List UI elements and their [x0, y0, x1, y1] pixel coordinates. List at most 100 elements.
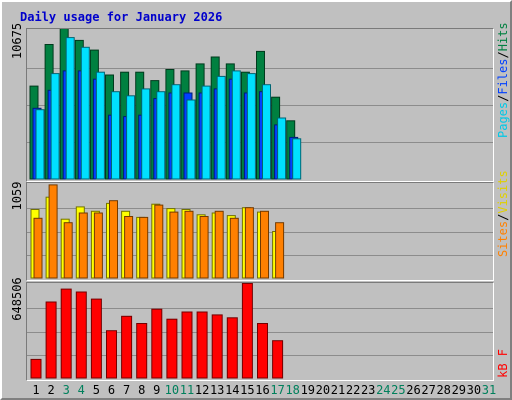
chart-title: Daily usage for January 2026 [20, 10, 223, 24]
kbytes-bar-day-7 [121, 315, 133, 379]
x-tick-label-day-13: 13 [209, 383, 225, 397]
x-tick-label-day-1: 1 [32, 383, 40, 397]
legend-pages-files-hits: Pages/Files/Hits [496, 22, 510, 138]
legend-visits: Visits [496, 170, 510, 214]
kbytes-bar-day-11 [181, 311, 193, 379]
x-tick-label-day-16: 16 [255, 383, 270, 397]
x-tick-label-day-5: 5 [92, 383, 100, 397]
legend-sep-1: / [496, 94, 510, 102]
kbytes-bar-day-16 [257, 323, 268, 379]
sites-bar-day-2 [48, 184, 58, 279]
kbytes-bar-day-5 [90, 298, 102, 379]
kbytes-bar-day-12 [196, 311, 208, 379]
x-tick-label-day-3: 3 [62, 383, 70, 397]
kbytes-bar-day-6 [106, 330, 117, 379]
y-max-label-visits: 1059 [10, 181, 24, 211]
hits-files-pages-plot [27, 29, 493, 180]
x-tick-label-day-12: 12 [194, 383, 210, 397]
kbytes-bar-day-13 [211, 314, 223, 379]
pages-bar-day-4 [80, 46, 90, 180]
sites-bar-day-10 [169, 211, 179, 279]
kbytes-bar-day-10 [166, 318, 178, 379]
kbytes-bar-day-2 [45, 301, 57, 379]
x-tick-label-day-23: 23 [360, 383, 376, 397]
x-tick-label-day-26: 26 [406, 383, 421, 397]
kbytes-bar-day-17 [272, 340, 284, 379]
pages-bar-day-3 [65, 37, 75, 180]
legend-sites-visits: Sites/Visits [496, 170, 510, 257]
sites-bar-day-6 [109, 200, 118, 279]
pages-bar-day-15 [246, 73, 256, 180]
pages-bar-day-17 [277, 117, 287, 180]
legend-sites: Sites [496, 220, 510, 257]
sites-bar-day-8 [139, 216, 149, 279]
visits-sites-plot [27, 184, 493, 279]
x-tick-label-day-15: 15 [240, 383, 255, 397]
pages-bar-day-10 [171, 84, 181, 180]
x-tick-label-day-22: 22 [345, 383, 361, 397]
legend-kbytes-label: kB F [496, 349, 510, 378]
pages-bar-day-12 [201, 85, 211, 180]
pages-bar-day-7 [126, 95, 136, 180]
sites-bar-day-16 [260, 210, 269, 279]
legend-sep-2: / [496, 51, 510, 59]
x-tick-label-day-17: 17 [270, 383, 285, 397]
kbytes-bar-day-4 [75, 291, 87, 379]
x-tick-label-day-28: 28 [436, 383, 451, 397]
x-tick-label-day-7: 7 [122, 383, 131, 397]
pages-bar-day-14 [231, 70, 241, 180]
pages-bar-day-2 [50, 73, 60, 180]
x-tick-label-day-24: 24 [376, 383, 391, 397]
sites-bar-day-12 [199, 216, 209, 279]
sites-bar-day-1 [33, 217, 43, 279]
kbytes-bar-day-14 [226, 317, 238, 379]
kbytes-bar-day-9 [151, 308, 163, 379]
sites-bar-day-5 [93, 212, 103, 279]
kbytes-panel [26, 282, 494, 381]
legend-kbytes: kB F [496, 349, 510, 393]
x-tick-label-day-30: 30 [466, 383, 482, 397]
legend-sep-3: / [496, 213, 510, 221]
x-tick-label-day-21: 21 [330, 383, 346, 397]
x-tick-label-day-20: 20 [315, 383, 331, 397]
legend-pages: Pages [496, 101, 510, 138]
legend-hits: Hits [496, 22, 510, 52]
pages-bar-day-6 [111, 91, 120, 180]
visits-sites-panel [26, 182, 494, 281]
sites-bar-day-14 [229, 217, 239, 279]
pages-bar-day-13 [216, 75, 226, 180]
x-tick-label-day-8: 8 [138, 383, 146, 397]
x-tick-label-day-29: 29 [451, 383, 467, 397]
kbytes-bar-day-3 [60, 288, 72, 379]
sites-bar-day-7 [124, 216, 134, 279]
x-tick-label-day-2: 2 [47, 383, 55, 397]
legend-files: Files [496, 58, 510, 95]
x-tick-label-day-10: 10 [164, 383, 180, 397]
sites-bar-day-3 [63, 222, 73, 279]
sites-bar-day-13 [214, 210, 224, 279]
sites-bar-day-17 [275, 222, 285, 279]
kbytes-bar-day-1 [30, 358, 42, 379]
hits-files-pages-panel [26, 28, 494, 182]
x-axis-day-labels: 1 2 3 4 5 6 7 8 9 10 11 12 13 14 15 16 17 18 19 20 21 22 23 24 2… [26, 383, 497, 399]
y-max-label-kbytes: 648506 [10, 277, 24, 321]
pages-bar-day-16 [262, 84, 271, 180]
pages-bar-day-11 [186, 99, 196, 180]
sites-bar-day-15 [244, 207, 254, 279]
y-max-label-hits: 10675 [10, 22, 24, 60]
pages-bar-day-8 [141, 88, 151, 180]
pages-bar-day-9 [156, 91, 166, 180]
kbytes-plot [27, 283, 493, 379]
pages-bar-day-18 [292, 138, 302, 180]
x-tick-label-day-6: 6 [107, 383, 116, 397]
sites-bar-day-9 [154, 204, 164, 279]
x-tick-label-day-25: 25 [391, 383, 406, 397]
pages-bar-day-1 [35, 109, 45, 180]
kbytes-bar-day-8 [136, 323, 148, 379]
x-tick-label-day-11: 11 [179, 383, 195, 397]
x-tick-label-day-14: 14 [225, 383, 240, 397]
x-tick-label-day-31: 31 [481, 383, 497, 397]
x-tick-label-day-9: 9 [153, 383, 161, 397]
pages-bar-day-5 [95, 71, 105, 180]
